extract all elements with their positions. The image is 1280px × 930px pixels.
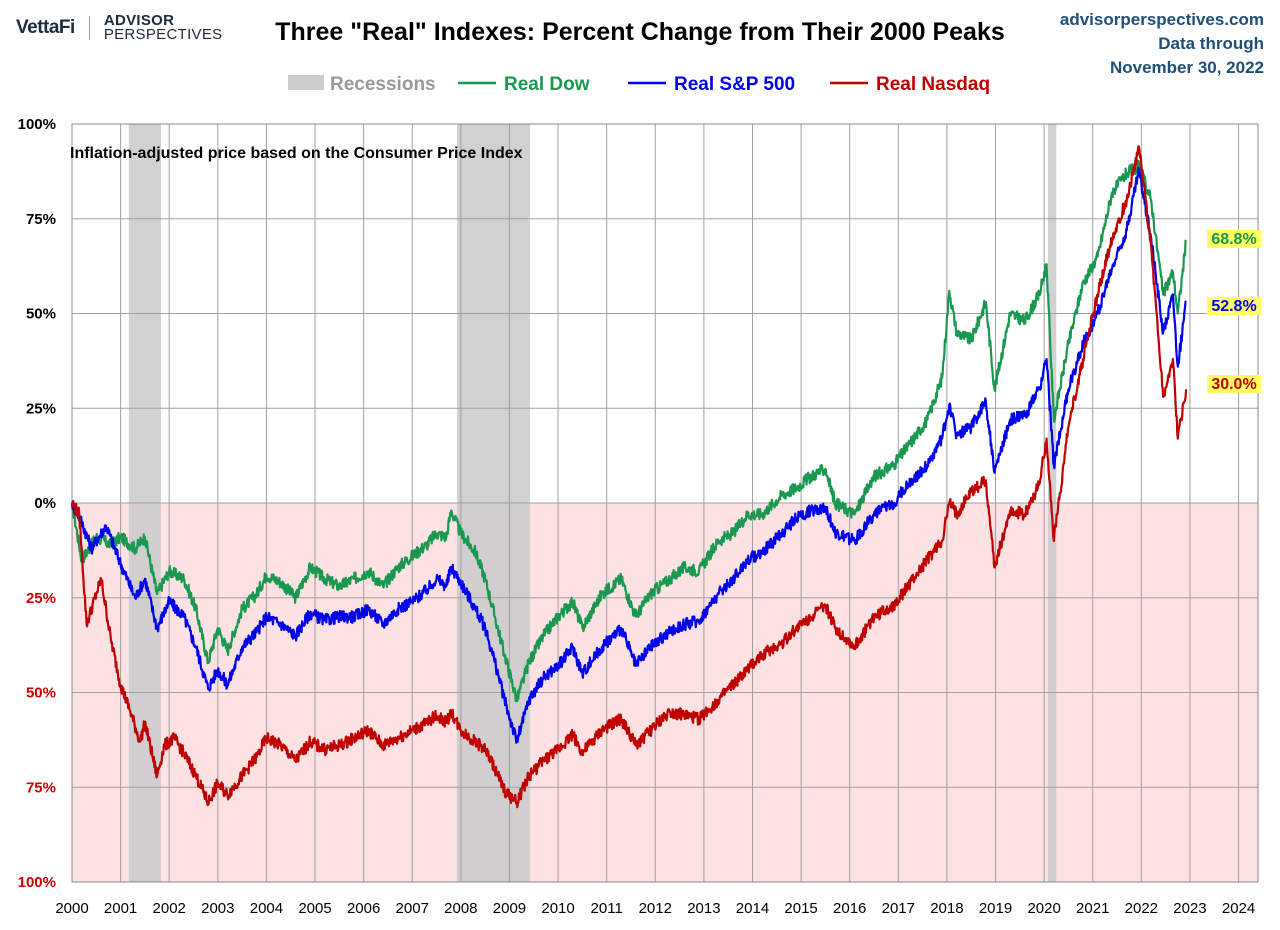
logo-line-2: PERSPECTIVES <box>103 26 223 43</box>
y-tick-label: 100% <box>18 874 56 891</box>
logo-divider <box>88 16 90 40</box>
x-tick-label: 2003 <box>201 900 234 917</box>
x-tick-label: 2017 <box>882 900 915 917</box>
data-through-label: Data through <box>1158 34 1264 53</box>
end-label: 68.8% <box>1211 231 1256 248</box>
legend-label-series: Real Dow <box>504 74 590 95</box>
series-line-real-nasdaq <box>70 145 1188 809</box>
x-tick-label: 2021 <box>1076 900 1109 917</box>
x-tick-label: 2007 <box>396 900 429 917</box>
legend-swatch-recessions <box>288 75 324 90</box>
y-tick-label: 0% <box>34 495 56 512</box>
end-label-bg <box>1207 375 1261 393</box>
x-tick-label: 2008 <box>444 900 477 917</box>
series-line-real-dow <box>70 159 1187 703</box>
logo-line-1: ADVISOR <box>103 12 175 29</box>
series-layer <box>70 145 1188 809</box>
x-tick-label: 2006 <box>347 900 380 917</box>
x-tick-label: 2015 <box>784 900 817 917</box>
legend: Recessions Real Dow Real S&P 500 Real Nasda… <box>288 74 990 95</box>
series-line-real-s-p-500 <box>70 166 1187 744</box>
source-site: advisorperspectives.com <box>1059 10 1264 29</box>
end-labels: 68.8% 52.8% 30.0% <box>1207 230 1261 393</box>
chart-subtitle: Inflation-adjusted price based on the Co… <box>70 145 523 162</box>
x-tick-label: 2000 <box>55 900 88 917</box>
y-tick-label: 50% <box>26 685 56 702</box>
x-tick-label: 2024 <box>1222 900 1255 917</box>
x-tick-label: 2002 <box>153 900 186 917</box>
x-tick-label: 2018 <box>930 900 963 917</box>
x-tick-label: 2022 <box>1125 900 1158 917</box>
x-tick-label: 2013 <box>687 900 720 917</box>
legend-label-series: Real S&P 500 <box>674 74 795 95</box>
end-label: 30.0% <box>1211 376 1256 393</box>
x-tick-label: 2001 <box>104 900 137 917</box>
y-tick-label: 25% <box>26 590 56 607</box>
y-tick-label: 25% <box>26 400 56 417</box>
x-tick-label: 2004 <box>250 900 283 917</box>
source-block: advisorperspectives.com Data through Nov… <box>1060 8 1264 80</box>
y-tick-label: 75% <box>26 211 56 228</box>
end-label-bg <box>1207 297 1261 315</box>
advisor-perspectives-logo: ADVISOR PERSPECTIVES <box>103 12 223 43</box>
vettafi-logo: VettaFi <box>16 17 75 38</box>
legend-label-recessions: Recessions <box>330 74 436 95</box>
x-tick-label: 2020 <box>1027 900 1060 917</box>
legend-label-series: Real Nasdaq <box>876 74 990 95</box>
x-tick-label: 2010 <box>541 900 574 917</box>
data-through-date: November 30, 2022 <box>1109 58 1264 77</box>
y-tick-label: 50% <box>26 306 56 323</box>
y-tick-label: 100% <box>18 116 56 133</box>
y-tick-label: 75% <box>26 779 56 796</box>
chart-title: Three "Real" Indexes: Percent Change fro… <box>275 18 1005 46</box>
x-tick-label: 2014 <box>736 900 769 917</box>
x-tick-label: 2012 <box>639 900 672 917</box>
end-label-bg <box>1207 230 1261 248</box>
end-label: 52.8% <box>1211 298 1256 315</box>
x-tick-label: 2019 <box>979 900 1012 917</box>
x-tick-label: 2011 <box>591 900 623 917</box>
axis-labels: 2000 2001 2002 2003 2004 2005 2006 2007 2008 2009… <box>18 116 1256 917</box>
x-tick-label: 2009 <box>493 900 526 917</box>
x-tick-label: 2016 <box>833 900 866 917</box>
brand-logo: VettaFi ADVISOR PERSPECTIVES <box>16 12 223 43</box>
x-tick-label: 2023 <box>1173 900 1206 917</box>
x-tick-label: 2005 <box>298 900 331 917</box>
